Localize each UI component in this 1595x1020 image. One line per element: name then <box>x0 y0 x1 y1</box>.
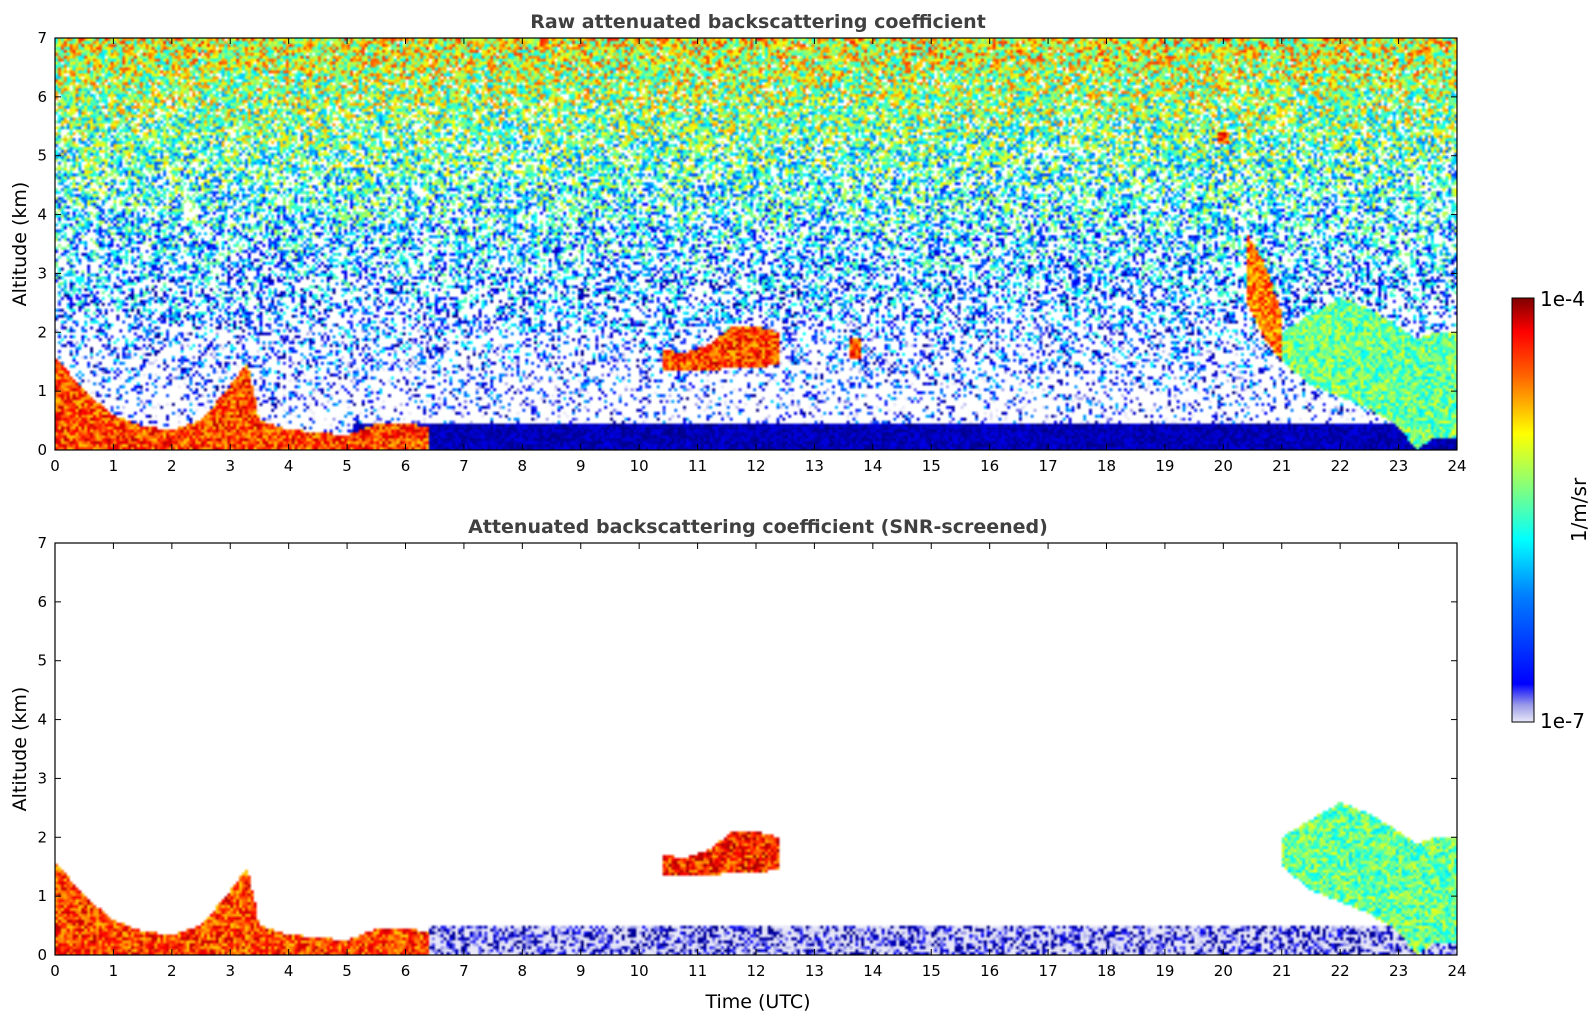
y-tick-label: 3 <box>37 264 47 282</box>
screened-backscatter-heatmap <box>55 543 1457 955</box>
colorbar: 1e-4 1e-7 1/m/sr <box>1511 287 1591 733</box>
x-tick-label: 5 <box>342 457 352 475</box>
x-tick-label: 14 <box>863 962 882 980</box>
raw-backscatter-panel: Raw attenuated backscattering coefficien… <box>9 11 1467 475</box>
x-tick-label: 3 <box>225 457 235 475</box>
x-tick-label: 17 <box>1039 457 1058 475</box>
heatmap-image <box>55 543 1457 955</box>
colorbar-max-label: 1e-4 <box>1540 287 1585 311</box>
x-axis-label: Time (UTC) <box>704 991 810 1013</box>
y-ticks-raw: 0 1 2 3 4 5 6 7 <box>37 29 1457 459</box>
heatmap-image <box>55 38 1457 450</box>
x-tick-label: 9 <box>576 962 586 980</box>
panel-title-raw: Raw attenuated backscattering coefficien… <box>530 11 986 33</box>
snr-screened-panel: Attenuated backscattering coefficient (S… <box>9 516 1467 1013</box>
y-tick-label: 0 <box>37 946 47 964</box>
y-tick-label: 4 <box>37 206 47 224</box>
x-tick-label: 23 <box>1389 457 1408 475</box>
raw-backscatter-heatmap <box>55 38 1457 450</box>
x-tick-label: 7 <box>459 962 469 980</box>
x-tick-label: 8 <box>518 457 528 475</box>
x-tick-label: 1 <box>109 962 119 980</box>
x-ticks-screened: 0 1 2 3 4 5 6 7 8 9 10 11 12 13 14 15 16 17 18 19 20 21 22 23 24 <box>50 543 1467 980</box>
x-tick-label: 16 <box>980 457 999 475</box>
x-tick-label: 20 <box>1214 962 1233 980</box>
x-tick-label: 0 <box>50 962 60 980</box>
x-tick-label: 13 <box>805 457 824 475</box>
x-tick-label: 5 <box>342 962 352 980</box>
x-tick-label: 20 <box>1214 457 1233 475</box>
colorbar-min-label: 1e-7 <box>1540 709 1585 733</box>
colorbar-unit-label: 1/m/sr <box>1567 477 1591 542</box>
x-tick-label: 15 <box>922 962 941 980</box>
y-tick-label: 6 <box>37 593 47 611</box>
x-tick-label: 1 <box>109 457 119 475</box>
x-tick-label: 8 <box>518 962 528 980</box>
y-tick-label: 1 <box>37 382 47 400</box>
x-ticks-raw: 0 1 2 3 4 5 6 7 8 9 10 11 12 13 14 15 16 17 18 19 20 21 22 23 24 <box>50 38 1467 475</box>
x-tick-label: 4 <box>284 962 294 980</box>
x-tick-label: 22 <box>1331 457 1350 475</box>
y-axis-label-raw: Altitude (km) <box>9 182 31 307</box>
x-tick-label: 10 <box>630 962 649 980</box>
y-tick-label: 2 <box>37 828 47 846</box>
x-tick-label: 11 <box>688 962 707 980</box>
x-tick-label: 16 <box>980 962 999 980</box>
y-tick-label: 7 <box>37 29 47 47</box>
y-tick-label: 1 <box>37 887 47 905</box>
x-tick-label: 7 <box>459 457 469 475</box>
x-tick-label: 22 <box>1331 962 1350 980</box>
panel-title-screened: Attenuated backscattering coefficient (S… <box>468 516 1048 538</box>
x-tick-label: 6 <box>401 457 411 475</box>
x-tick-label: 24 <box>1447 457 1466 475</box>
x-tick-label: 9 <box>576 457 586 475</box>
y-tick-label: 4 <box>37 711 47 729</box>
x-tick-label: 13 <box>805 962 824 980</box>
x-tick-label: 17 <box>1039 962 1058 980</box>
y-tick-label: 5 <box>37 652 47 670</box>
x-tick-label: 24 <box>1447 962 1466 980</box>
x-tick-label: 15 <box>922 457 941 475</box>
x-tick-label: 14 <box>863 457 882 475</box>
y-tick-label: 0 <box>37 441 47 459</box>
y-tick-label: 2 <box>37 323 47 341</box>
x-tick-label: 19 <box>1155 457 1174 475</box>
x-tick-label: 12 <box>746 457 765 475</box>
y-tick-label: 5 <box>37 147 47 165</box>
x-tick-label: 12 <box>746 962 765 980</box>
x-tick-label: 0 <box>50 457 60 475</box>
x-tick-label: 3 <box>225 962 235 980</box>
y-ticks-screened: 0 1 2 3 4 5 6 7 <box>37 534 1457 964</box>
y-tick-label: 6 <box>37 88 47 106</box>
y-tick-label: 3 <box>37 769 47 787</box>
x-tick-label: 4 <box>284 457 294 475</box>
colorbar-gradient <box>1511 297 1535 723</box>
y-tick-label: 7 <box>37 534 47 552</box>
x-tick-label: 11 <box>688 457 707 475</box>
x-tick-label: 23 <box>1389 962 1408 980</box>
x-tick-label: 2 <box>167 962 177 980</box>
x-tick-label: 18 <box>1097 457 1116 475</box>
x-tick-label: 10 <box>630 457 649 475</box>
x-tick-label: 2 <box>167 457 177 475</box>
x-tick-label: 18 <box>1097 962 1116 980</box>
x-tick-label: 6 <box>401 962 411 980</box>
y-axis-label-screened: Altitude (km) <box>9 687 31 812</box>
x-tick-label: 21 <box>1272 457 1291 475</box>
x-tick-label: 19 <box>1155 962 1174 980</box>
x-tick-label: 21 <box>1272 962 1291 980</box>
